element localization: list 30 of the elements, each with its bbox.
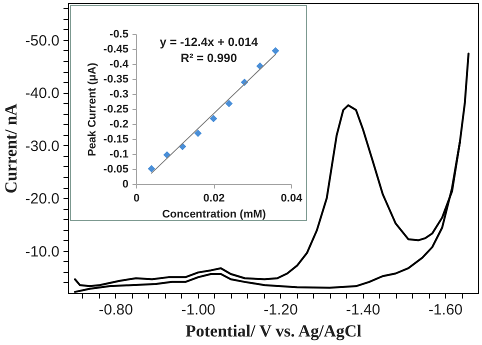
x-tick-label: -1.60 (428, 302, 463, 318)
y-tick-label: -0.4 (110, 58, 130, 70)
y-axis-title: Current/ nA (1, 102, 20, 194)
y-tick-label: -30.0 (25, 138, 60, 155)
y-tick-label: -40.0 (25, 85, 60, 102)
x-tick-label: -0.80 (98, 302, 133, 318)
y-tick-label: -20.0 (25, 190, 60, 208)
y-tick-label: -0.2 (110, 118, 128, 130)
x-tick-label: -1.40 (346, 302, 380, 318)
y-tick-label: -10.0 (25, 243, 60, 260)
y-tick-label: -0.1 (110, 148, 128, 160)
y-tick-label: 0 (122, 178, 128, 190)
y-tick-label: -0.15 (103, 134, 128, 146)
y-tick-label: -0.45 (103, 44, 128, 56)
x-tick-label: 0.04 (280, 192, 304, 204)
x-axis-title: Potential/ V vs. Ag/AgCl (186, 322, 362, 340)
x-axis-title: Concentration (mM) (162, 208, 266, 220)
x-tick-label: 0.02 (203, 192, 225, 204)
y-axis-title: Peak Current (μA) (86, 62, 98, 156)
x-tick-label: -1.20 (264, 302, 298, 318)
x-tick-label: -1.00 (181, 302, 216, 318)
annotation: y = -12.4x + 0.014 (160, 35, 258, 49)
annotation: R² = 0.990 (180, 51, 238, 65)
y-tick-label: -0.25 (103, 104, 128, 116)
y-tick-label: -0.05 (103, 164, 128, 176)
y-tick-label: -0.3 (110, 88, 128, 100)
y-tick-label: -0.5 (110, 28, 128, 40)
x-tick-label: 0 (133, 192, 140, 204)
y-tick-label: -0.35 (103, 74, 128, 86)
y-tick-label: -50.0 (25, 32, 60, 50)
